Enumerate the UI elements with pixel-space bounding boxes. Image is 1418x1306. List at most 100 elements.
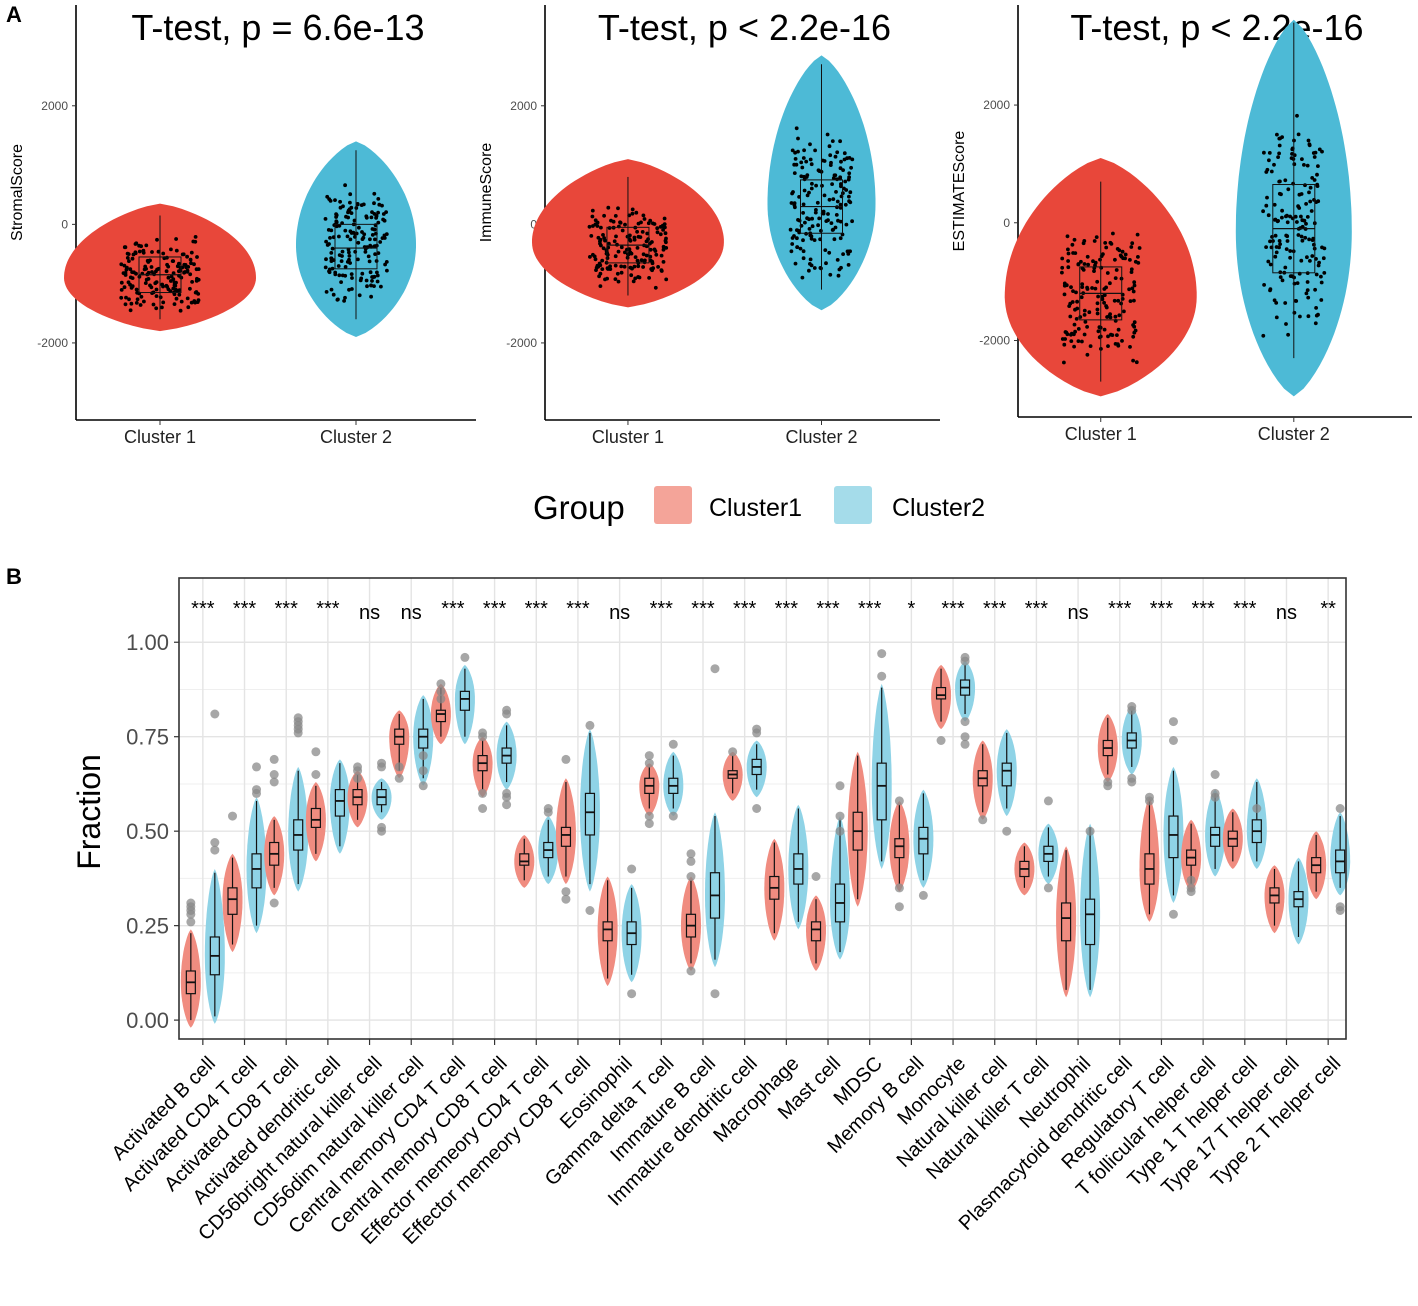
data-point bbox=[1300, 157, 1304, 162]
y-tick-label: -2000 bbox=[506, 336, 537, 350]
outlier-point bbox=[686, 966, 696, 976]
data-point bbox=[372, 227, 377, 232]
data-point bbox=[1285, 239, 1290, 243]
data-point bbox=[1072, 322, 1077, 327]
data-point bbox=[839, 159, 843, 164]
data-point bbox=[789, 249, 794, 254]
x-tick-label: Cluster 2 bbox=[320, 427, 392, 447]
data-point bbox=[619, 245, 624, 250]
data-point bbox=[337, 234, 341, 239]
data-point bbox=[329, 256, 334, 261]
data-point bbox=[1088, 344, 1093, 348]
data-point bbox=[366, 254, 371, 259]
data-point bbox=[1304, 291, 1309, 296]
outlier-point bbox=[686, 872, 696, 881]
outlier-point bbox=[418, 751, 428, 761]
box bbox=[1210, 826, 1221, 847]
data-point bbox=[629, 273, 634, 278]
data-point bbox=[324, 257, 328, 262]
data-point bbox=[1074, 317, 1079, 321]
data-point bbox=[373, 237, 377, 242]
data-point bbox=[164, 283, 169, 288]
box bbox=[310, 807, 321, 828]
data-point bbox=[1309, 209, 1314, 213]
data-point bbox=[323, 265, 328, 270]
data-point bbox=[181, 252, 186, 257]
data-point bbox=[792, 234, 796, 238]
data-point bbox=[1082, 262, 1087, 266]
data-point bbox=[196, 298, 201, 303]
data-point bbox=[1268, 262, 1273, 267]
data-point bbox=[1303, 235, 1308, 240]
data-point bbox=[1062, 342, 1067, 347]
outlier-point bbox=[1335, 902, 1345, 912]
data-point bbox=[1128, 258, 1132, 262]
data-point bbox=[613, 254, 618, 259]
data-point bbox=[369, 294, 373, 299]
data-point bbox=[1118, 253, 1123, 258]
data-point bbox=[1104, 304, 1108, 308]
data-point bbox=[1273, 254, 1278, 259]
data-point bbox=[324, 290, 329, 294]
data-point bbox=[174, 296, 179, 301]
data-point bbox=[628, 238, 633, 243]
data-point bbox=[1136, 255, 1140, 259]
data-point bbox=[1319, 298, 1324, 302]
outlier-point bbox=[894, 796, 904, 806]
data-point bbox=[831, 197, 836, 202]
outlier-point bbox=[1127, 702, 1137, 711]
y-tick-label: 0 bbox=[530, 217, 537, 231]
panel-label-b: B bbox=[6, 564, 22, 589]
data-point bbox=[615, 271, 620, 276]
outlier-point bbox=[502, 788, 512, 798]
data-point bbox=[1283, 265, 1288, 270]
data-point bbox=[1060, 337, 1065, 341]
data-point bbox=[636, 264, 641, 269]
box bbox=[519, 853, 530, 866]
data-point bbox=[331, 292, 336, 297]
data-point bbox=[1300, 218, 1305, 223]
box bbox=[602, 921, 613, 942]
significance-label: *** bbox=[691, 598, 715, 620]
data-point bbox=[1290, 274, 1294, 279]
data-point bbox=[150, 291, 155, 295]
data-point bbox=[847, 156, 852, 160]
data-point bbox=[1307, 237, 1311, 242]
data-point bbox=[1280, 135, 1284, 140]
jitter-points-1 bbox=[587, 205, 669, 290]
data-point bbox=[354, 231, 359, 236]
outlier-point bbox=[960, 652, 970, 662]
data-point bbox=[378, 240, 383, 244]
data-point bbox=[801, 202, 806, 207]
data-point bbox=[588, 255, 592, 259]
data-point bbox=[190, 280, 195, 284]
data-point bbox=[139, 244, 144, 249]
data-point bbox=[810, 216, 814, 221]
data-point bbox=[1274, 301, 1279, 305]
data-point bbox=[172, 302, 177, 306]
data-point bbox=[1277, 239, 1282, 243]
data-point bbox=[816, 223, 820, 228]
data-point bbox=[340, 273, 345, 278]
data-point bbox=[808, 157, 813, 162]
data-point bbox=[1066, 247, 1070, 252]
y-axis-title: ESTIMATEScore bbox=[951, 131, 968, 252]
data-point bbox=[340, 249, 345, 254]
outlier-point bbox=[543, 804, 553, 813]
data-point bbox=[803, 220, 807, 225]
data-point bbox=[1073, 307, 1077, 312]
data-point bbox=[1132, 283, 1137, 288]
data-point bbox=[633, 255, 638, 259]
x-tick-label: Cluster 1 bbox=[124, 427, 196, 447]
data-point bbox=[1131, 289, 1136, 294]
data-point bbox=[664, 277, 669, 282]
data-point bbox=[1299, 214, 1303, 219]
data-point bbox=[836, 218, 840, 223]
data-point bbox=[1131, 358, 1135, 363]
data-point bbox=[805, 173, 810, 178]
box bbox=[1084, 898, 1096, 946]
data-point bbox=[1137, 246, 1142, 250]
data-point bbox=[1274, 245, 1279, 249]
box bbox=[334, 223, 378, 270]
data-point bbox=[146, 277, 151, 281]
